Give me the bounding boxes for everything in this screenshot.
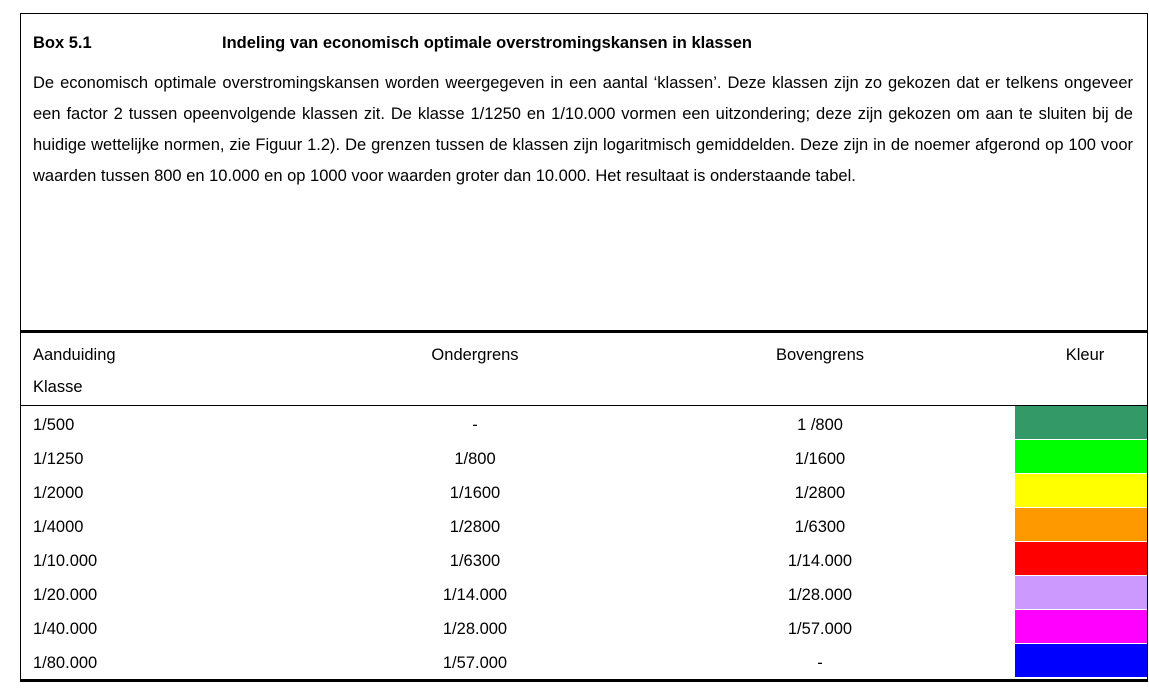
table-cell: 1/14.000: [442, 586, 508, 604]
color-swatch: [1015, 542, 1147, 575]
header-cell: Aanduiding: [33, 346, 116, 364]
table-cell: 1/500: [33, 416, 75, 434]
table-cell: 1/2000: [33, 484, 84, 502]
table-cell: 1/4000: [33, 518, 84, 536]
table-cell: -: [817, 654, 823, 672]
color-swatch: [1015, 508, 1147, 541]
table-cell: 1/14.000: [787, 552, 853, 570]
table-cell: 1/1600: [449, 484, 501, 502]
table-cell: 1/6300: [449, 552, 501, 570]
color-swatch: [1015, 440, 1147, 473]
table-cell: 1/28.000: [442, 620, 508, 638]
table-cell: 1 /800: [797, 416, 843, 434]
header-sub: Klasse: [33, 378, 83, 396]
color-swatch: [1015, 610, 1147, 643]
table-cell: 1/28.000: [787, 586, 853, 604]
table-cell: 1/6300: [794, 518, 846, 536]
color-swatch: [1015, 406, 1147, 439]
table-cell: 1/1250: [33, 450, 84, 468]
table-cell: 1/57.000: [787, 620, 853, 638]
table-cell: 1/20.000: [33, 586, 98, 604]
table-bottom-rule: [20, 679, 1147, 682]
table-cell: 1/1600: [794, 450, 846, 468]
paragraph: De economisch optimale overstromingskans…: [33, 74, 1133, 185]
table-cell: 1/800: [454, 450, 496, 468]
header-rule: [20, 405, 1147, 406]
box-title: Indeling van economisch optimale overstr…: [222, 34, 752, 52]
table-cell: 1/2800: [449, 518, 501, 536]
table-cell: 1/80.000: [33, 654, 98, 672]
color-swatch: [1015, 644, 1147, 677]
table-cell: 1/57.000: [442, 654, 508, 672]
table-cell: 1/2800: [794, 484, 846, 502]
table-cell: -: [472, 416, 478, 434]
header-cell: Ondergrens: [431, 346, 519, 364]
box-number: Box 5.1: [33, 34, 92, 52]
box-frame: [20, 13, 1148, 682]
color-swatch: [1015, 576, 1147, 609]
table-cell: 1/40.000: [33, 620, 98, 638]
table-top-rule: [20, 330, 1147, 333]
color-swatch: [1015, 474, 1147, 507]
header-cell: Kleur: [1065, 346, 1105, 364]
header-cell: Bovengrens: [775, 346, 865, 364]
table-cell: 1/10.000: [33, 552, 98, 570]
